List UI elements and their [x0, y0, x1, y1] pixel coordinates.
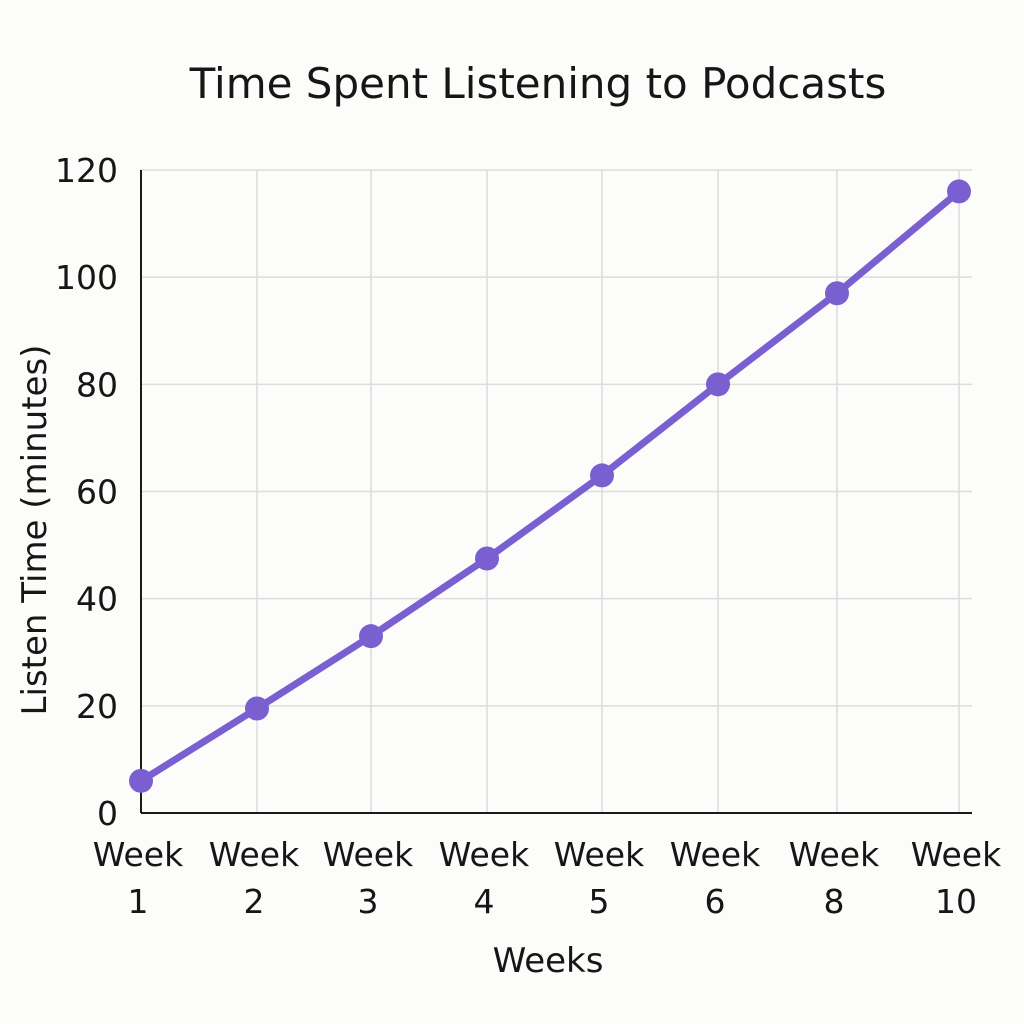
- data-point: [825, 281, 849, 306]
- x-tick-label: Week 3: [323, 835, 414, 921]
- y-tick-label: 80: [76, 365, 118, 404]
- y-tick-label: 20: [76, 687, 118, 726]
- series-line: [137, 187, 963, 785]
- y-tick-label: 40: [76, 580, 118, 619]
- x-tick-label: Week 5: [554, 835, 645, 921]
- y-tick-labels: 0 20 40 60 80 100 120: [55, 151, 118, 833]
- x-axis-title: Weeks: [493, 941, 604, 981]
- y-tick-label: 120: [55, 151, 118, 190]
- data-point: [359, 624, 383, 649]
- y-tick-label: 100: [55, 258, 118, 297]
- data-point: [475, 546, 499, 571]
- x-tick-label: Week 8: [789, 835, 880, 921]
- x-tick-labels: Week 1 Week 2 Week 3 Week 4 Week 5 Week 6 Week 8 Week 1…: [93, 835, 1002, 921]
- data-point: [706, 372, 730, 397]
- data-point: [947, 179, 971, 204]
- gridlines: [141, 169, 972, 813]
- x-tick-label: Week 4: [439, 835, 530, 921]
- x-tick-label: Week 1: [93, 835, 184, 921]
- y-tick-label: 0: [97, 794, 118, 833]
- axes: [140, 170, 972, 814]
- y-tick-label: 60: [76, 473, 118, 512]
- chart-title: Time Spent Listening to Podcasts: [189, 59, 887, 108]
- data-point: [245, 696, 269, 721]
- series: [129, 179, 971, 793]
- x-tick-label: Week 6: [670, 835, 761, 921]
- data-point: [129, 768, 153, 793]
- x-tick-label: Week 10: [911, 835, 1002, 921]
- data-point: [590, 463, 614, 488]
- x-tick-label: Week 2: [209, 835, 300, 921]
- y-axis-title: Listen Time (minutes): [15, 345, 55, 716]
